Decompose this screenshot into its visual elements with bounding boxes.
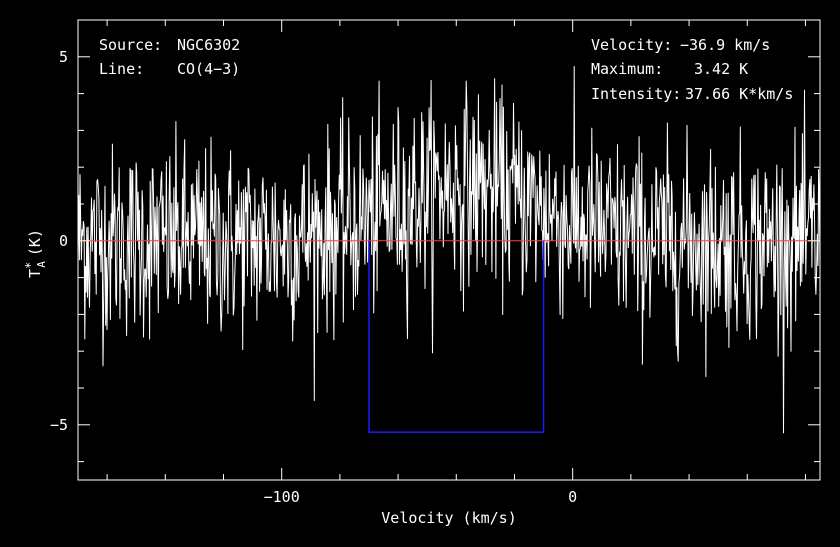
intensity-label: Intensity: bbox=[591, 85, 682, 103]
y-axis-label-sup: * bbox=[23, 262, 37, 269]
axis-ticks bbox=[78, 20, 820, 480]
intensity-value: 37.66 K*km/s bbox=[685, 85, 794, 103]
x-axis-label: Velocity (km/s) bbox=[381, 509, 516, 527]
spectrum-series bbox=[77, 66, 821, 434]
y-axis-label-unit: (K) bbox=[26, 229, 44, 256]
source-label: Source: bbox=[99, 36, 163, 54]
integration-window bbox=[368, 240, 545, 433]
source-value: NGC6302 bbox=[177, 36, 241, 54]
line-value: CO(4−3) bbox=[177, 60, 241, 78]
spectrum-line bbox=[77, 66, 821, 434]
y-tick-label-0: 0 bbox=[59, 232, 68, 250]
y-tick-label-5: 5 bbox=[59, 48, 68, 66]
x-tick-label-minus100: −100 bbox=[264, 488, 300, 506]
velocity-label: Velocity: bbox=[591, 36, 673, 54]
maximum-label: Maximum: bbox=[591, 60, 664, 78]
plot-frame bbox=[77, 19, 821, 481]
maximum-value: 3.42 K bbox=[694, 60, 749, 78]
y-axis-label-sub: A bbox=[35, 261, 48, 268]
y-tick-label-minus5: −5 bbox=[50, 416, 68, 434]
y-axis-label: T*A (K) bbox=[23, 229, 48, 278]
velocity-value: −36.9 km/s bbox=[680, 36, 771, 54]
line-label: Line: bbox=[99, 60, 145, 78]
x-tick-label-0: 0 bbox=[568, 488, 577, 506]
y-axis-label-symbol: T bbox=[26, 269, 44, 278]
